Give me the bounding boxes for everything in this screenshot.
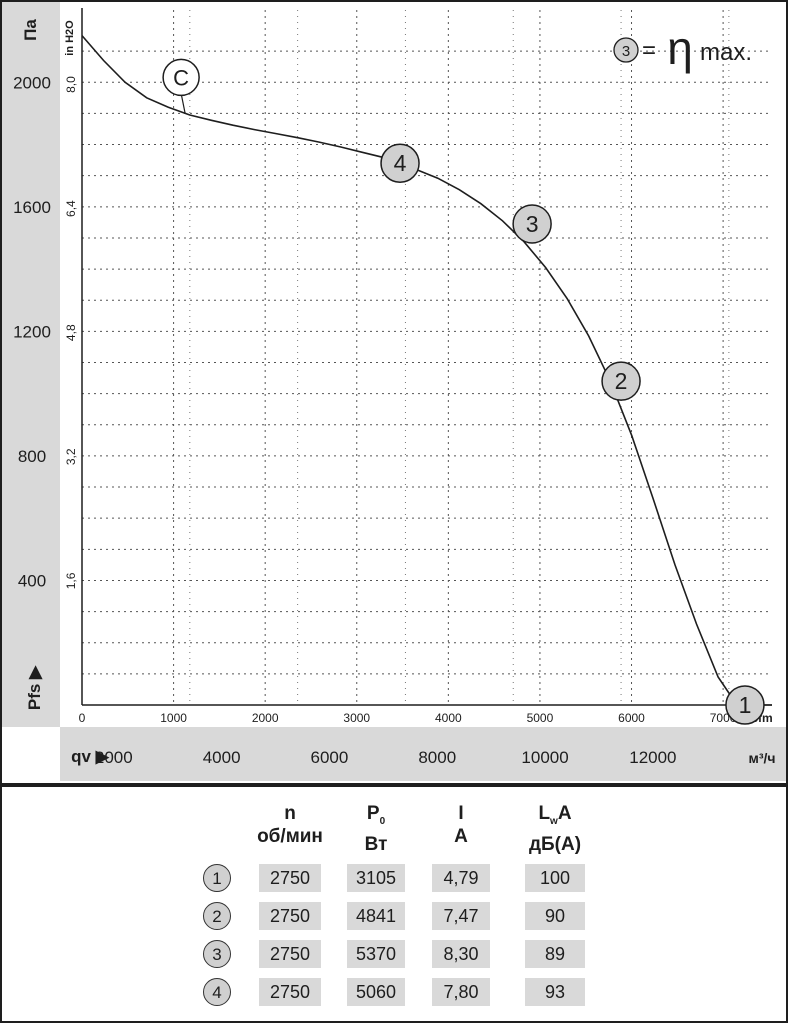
x-tick-label-m3h: 6000	[311, 748, 349, 767]
x-tick-label-cfm: 1000	[160, 711, 187, 725]
table-cell: 100	[525, 864, 585, 892]
table-cell: 90	[525, 902, 585, 930]
header-symbol: P	[366, 803, 380, 824]
y-tick-label-pa: 1200	[13, 322, 51, 341]
table-header: P0 Вт	[326, 802, 426, 856]
x-axis-unit-m3h: м³/ч	[748, 750, 775, 766]
header-unit: А	[454, 826, 468, 847]
x-tick-label-m3h: 4000	[203, 748, 241, 767]
table-cell: 2750	[259, 864, 321, 892]
x-tick-label-cfm: 2000	[252, 711, 279, 725]
header-unit: дБ(А)	[528, 833, 582, 855]
x-tick-label-m3h: 12000	[629, 748, 676, 767]
operating-point-label: 2	[615, 368, 628, 394]
table-cell: 7,80	[432, 978, 490, 1006]
y-axis-arrow-label: Pfs ▶	[25, 665, 44, 710]
c-marker-circle	[162, 58, 200, 97]
table-cell: 93	[525, 978, 585, 1006]
table-cell: 2750	[259, 902, 321, 930]
header-unit: Вт	[364, 833, 388, 855]
y-tick-label-pa: 800	[18, 447, 46, 466]
row-number-1: 1	[203, 864, 231, 892]
x-axis-arrow-label: qv ▶	[71, 747, 110, 766]
row-number-3: 3	[203, 940, 231, 968]
legend-equals: =	[642, 37, 656, 64]
x-tick-label-m3h: 10000	[521, 748, 568, 767]
table-cell: 8,30	[432, 940, 490, 968]
operating-point-3	[512, 204, 552, 244]
x-axis-band	[60, 727, 786, 781]
legend-marker-circle	[613, 37, 639, 63]
x-tick-label-cfm: 3000	[343, 711, 370, 725]
eta-symbol: η	[667, 22, 693, 74]
table-cell: 4,79	[432, 864, 490, 892]
header-subscript: 0	[379, 815, 386, 827]
table-header: LwA дБ(А)	[505, 802, 605, 856]
c-marker-leader	[180, 93, 186, 114]
table-cell: 5370	[347, 940, 405, 968]
header-unit: об/мин	[257, 826, 323, 847]
header-symbol: n	[284, 803, 296, 824]
table-cell: 7,47	[432, 902, 490, 930]
x-tick-label-cfm: 6000	[618, 711, 645, 725]
x-tick-label-cfm: 5000	[527, 711, 554, 725]
x-tick-label-m3h: 2000	[95, 748, 133, 767]
y-tick-label-pa: 2000	[13, 73, 51, 92]
legend-marker-label: 3	[622, 43, 630, 60]
table-cell: 2750	[259, 978, 321, 1006]
table-header: n об/мин	[240, 802, 340, 848]
y-tick-label-inh2o: 6,4	[64, 200, 78, 217]
operating-point-label: 4	[394, 150, 407, 176]
y-axis-title-inh2o: in H2O	[64, 20, 76, 56]
table-cell: 89	[525, 940, 585, 968]
x-tick-label-cfm: 4000	[435, 711, 462, 725]
operating-point-2	[601, 361, 641, 401]
y-axis-title-pa: Па	[21, 19, 40, 41]
section-divider	[0, 783, 788, 787]
table-cell: 5060	[347, 978, 405, 1006]
y-axis-band	[2, 2, 60, 727]
header-symbol: L	[538, 803, 551, 824]
fan-performance-chart: Па 2000 1600 1200 800 400 Pfs ▶ in H2O 8,0 6,4 4,8…	[2, 2, 786, 781]
operating-point-label: 1	[739, 692, 752, 718]
y-tick-label-inh2o: 4,8	[64, 324, 78, 341]
table-cell: 4841	[347, 902, 405, 930]
y-tick-label-pa: 400	[18, 571, 46, 590]
plot-area	[82, 8, 786, 705]
legend-text: max.	[700, 39, 752, 66]
operating-point-4	[380, 143, 420, 183]
y-tick-label-pa: 1600	[13, 198, 51, 217]
header-symbol-2: A	[557, 803, 572, 824]
y-tick-label-inh2o: 8,0	[64, 76, 78, 93]
c-marker-label: C	[173, 65, 189, 90]
header-subscript: w	[550, 815, 558, 827]
x-tick-label-cfm: 0	[79, 711, 86, 725]
table-cell: 2750	[259, 940, 321, 968]
row-number-4: 4	[203, 978, 231, 1006]
y-tick-label-inh2o: 1,6	[64, 572, 78, 589]
table-cell: 3105	[347, 864, 405, 892]
x-tick-label-m3h: 8000	[418, 748, 456, 767]
operating-point-1	[725, 685, 765, 725]
y-tick-label-inh2o: 3,2	[64, 448, 78, 465]
operating-point-label: 3	[526, 211, 539, 237]
header-symbol: I	[458, 803, 464, 824]
row-number-2: 2	[203, 902, 231, 930]
